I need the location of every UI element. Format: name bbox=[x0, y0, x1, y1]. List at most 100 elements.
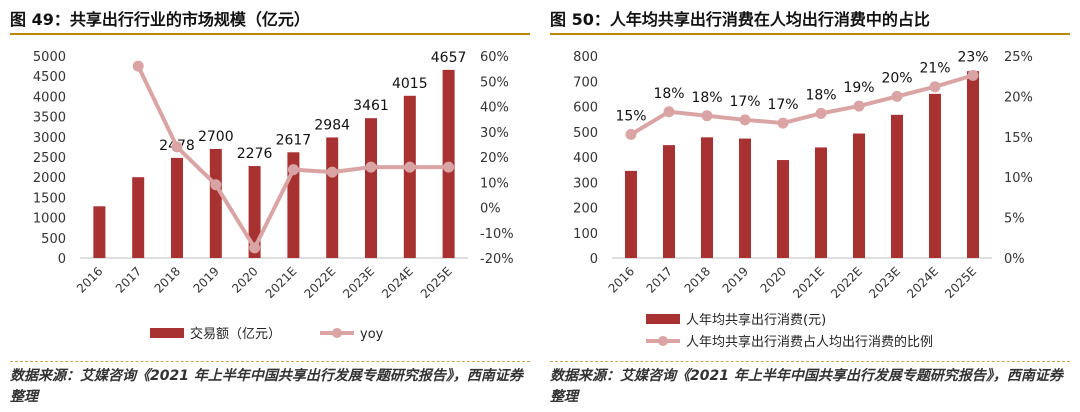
y-right-tick-label: 15% bbox=[1004, 131, 1033, 146]
market-size-chart: 0 500 1000 1500 2000 2500 3000 3500 4000 4500 5000… bbox=[33, 50, 514, 342]
bar bbox=[663, 145, 675, 258]
x-tick-label: 2021E bbox=[790, 264, 827, 301]
y-right-tick-label: 50% bbox=[480, 75, 509, 90]
x-tick-label: 2021E bbox=[263, 264, 300, 301]
legend-label: 人年均共享出行消费占人均出行消费的比例 bbox=[686, 334, 933, 350]
x-tick-label: 2020 bbox=[758, 264, 789, 295]
x-tick-label: 2019 bbox=[190, 264, 221, 295]
y-left-tick-label: 0 bbox=[58, 252, 66, 267]
bar bbox=[815, 147, 827, 258]
y-right-tick-label: 40% bbox=[480, 101, 509, 116]
line-point bbox=[287, 164, 299, 176]
y-right-tick-label: 20% bbox=[480, 151, 509, 166]
line-data-label: 18% bbox=[653, 86, 684, 102]
legend-swatch-bar bbox=[646, 314, 680, 324]
x-tick-label: 2024E bbox=[904, 264, 941, 301]
y-left-tick-label: 3500 bbox=[33, 111, 66, 126]
bar-data-label: 3461 bbox=[353, 98, 389, 114]
line-point bbox=[210, 179, 222, 191]
line-point bbox=[853, 100, 865, 112]
figure-title: 图 49：共享出行行业的市场规模（亿元） bbox=[10, 10, 310, 29]
bar bbox=[248, 166, 261, 258]
bar-data-label: 2984 bbox=[314, 117, 350, 133]
x-tick-label: 2019 bbox=[720, 264, 751, 295]
y-left-tick-label: 4000 bbox=[33, 90, 66, 105]
y-right-tick-label: 10% bbox=[480, 176, 509, 191]
y-right-tick-label: 20% bbox=[1004, 90, 1033, 105]
y-left-tick-label: 4500 bbox=[33, 70, 66, 85]
bar bbox=[777, 160, 789, 258]
consumption-share-chart: 0 100 200 300 400 500 600 700 800 0% 5% 10% 15% 20% 25… bbox=[573, 49, 1033, 350]
x-tick-label: 2022E bbox=[301, 264, 338, 301]
y-left-tick-label: 2500 bbox=[33, 151, 66, 166]
line-data-label: 20% bbox=[881, 70, 912, 86]
line-point bbox=[132, 60, 144, 72]
legend-swatch-marker bbox=[332, 328, 342, 338]
y-left-tick-label: 600 bbox=[573, 101, 598, 116]
line-data-label: 19% bbox=[843, 80, 874, 96]
source-rule bbox=[10, 361, 530, 362]
y-left-tick-label: 1000 bbox=[33, 212, 66, 227]
y-right-tick-label: 30% bbox=[480, 126, 509, 141]
legend-swatch-marker bbox=[658, 336, 668, 346]
line-point bbox=[663, 106, 675, 118]
legend-label: 人年均共享出行消费(元) bbox=[686, 312, 826, 328]
x-tick-label: 2020 bbox=[229, 264, 260, 295]
line-point bbox=[326, 166, 338, 178]
x-tick-label: 2025E bbox=[418, 264, 455, 301]
series-line bbox=[629, 73, 974, 137]
bar-data-label: 4015 bbox=[392, 76, 428, 92]
x-tick-label: 2018 bbox=[152, 264, 183, 295]
y-right-tick-label: 0% bbox=[1004, 252, 1025, 267]
line-point bbox=[171, 141, 183, 153]
line-data-label: 23% bbox=[957, 49, 988, 65]
source-note: 数据来源：艾媒咨询《2021 年上半年中国共享出行发展专题研究报告》，西南证券整… bbox=[550, 368, 1063, 405]
y-right-tick-label: 10% bbox=[1004, 171, 1033, 186]
line-point bbox=[891, 90, 903, 102]
y-right-tick-label: 5% bbox=[1004, 212, 1025, 227]
y-left-tick-label: 500 bbox=[41, 232, 66, 247]
bar bbox=[365, 118, 377, 258]
bar bbox=[891, 114, 903, 259]
y-left-tick-label: 500 bbox=[573, 126, 598, 141]
x-tick-label: 2018 bbox=[682, 264, 713, 295]
legend-label: 交易额（亿元） bbox=[190, 326, 281, 342]
line-point bbox=[625, 128, 637, 140]
y-left-tick-label: 100 bbox=[573, 227, 598, 242]
line-point bbox=[701, 110, 713, 122]
y-left-tick-label: 0 bbox=[590, 252, 598, 267]
y-left-tick-label: 300 bbox=[573, 176, 598, 191]
bar bbox=[929, 93, 941, 258]
line-point bbox=[815, 107, 827, 119]
source-rule bbox=[550, 361, 1070, 362]
y-right-tick-label: -10% bbox=[480, 227, 514, 242]
y-left-tick-label: 1500 bbox=[33, 191, 66, 206]
line-data-label: 18% bbox=[691, 90, 722, 106]
bar-data-label: 2700 bbox=[198, 129, 234, 145]
bar bbox=[853, 133, 865, 258]
line-point bbox=[404, 161, 416, 173]
y-left-tick-label: 5000 bbox=[33, 50, 66, 65]
bar-data-label: 2276 bbox=[237, 146, 273, 162]
bar bbox=[403, 95, 416, 258]
y-left-tick-label: 3000 bbox=[33, 131, 66, 146]
y-left-tick-label: 200 bbox=[573, 202, 598, 217]
line-point bbox=[777, 117, 789, 129]
x-tick-label: 2023E bbox=[866, 264, 903, 301]
x-tick-label: 2017 bbox=[113, 264, 144, 295]
bar bbox=[171, 157, 183, 258]
line-point bbox=[249, 242, 261, 254]
title-rule bbox=[550, 33, 1070, 35]
bar bbox=[93, 206, 106, 258]
y-left-tick-label: 400 bbox=[573, 151, 598, 166]
bar bbox=[625, 170, 637, 258]
legend-label: yoy bbox=[360, 327, 384, 342]
x-tick-label: 2022E bbox=[828, 264, 865, 301]
line-point bbox=[967, 69, 979, 81]
line-point bbox=[443, 161, 455, 173]
line-point bbox=[365, 161, 377, 173]
y-left-tick-label: 2000 bbox=[33, 171, 66, 186]
x-tick-label: 2023E bbox=[340, 264, 377, 301]
x-tick-label: 2025E bbox=[942, 264, 979, 301]
line-data-label: 17% bbox=[729, 94, 760, 110]
